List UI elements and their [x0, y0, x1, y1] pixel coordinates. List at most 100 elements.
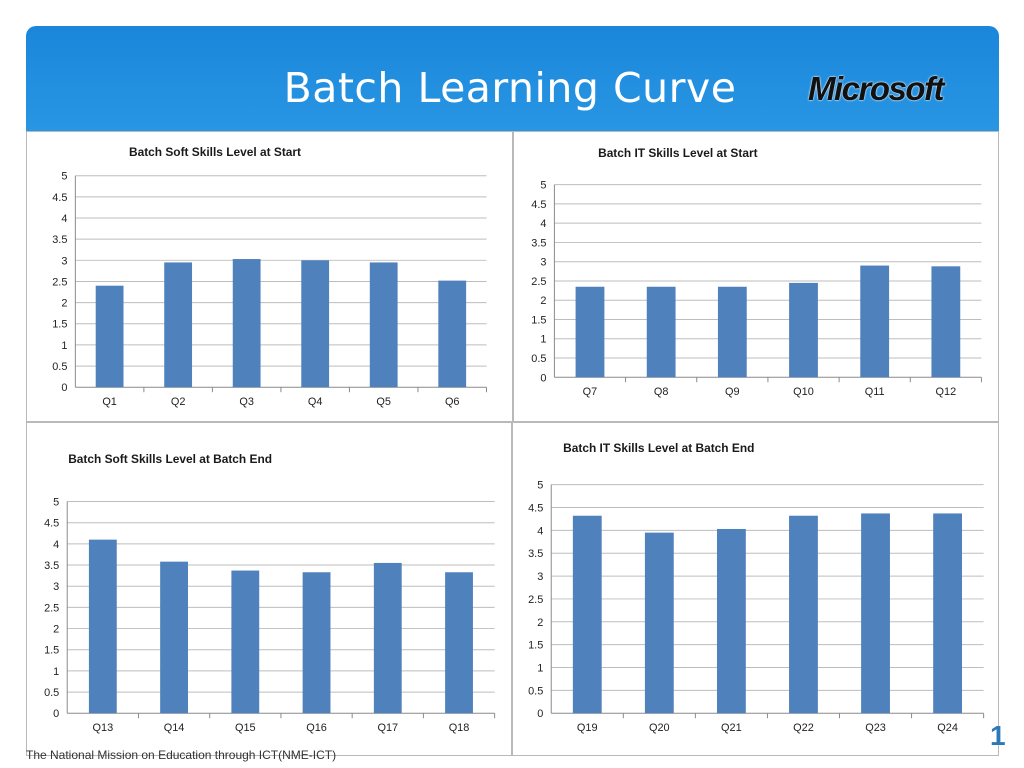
x-tick-label: Q21 [721, 722, 742, 734]
y-tick-label: 3 [61, 255, 67, 267]
y-tick-label: 4 [540, 218, 546, 230]
y-tick-label: 0 [537, 708, 543, 720]
y-tick-label: 2.5 [531, 276, 546, 288]
x-tick-label: Q1 [102, 396, 117, 408]
bar-q1 [95, 285, 124, 388]
x-tick-label: Q15 [235, 722, 256, 734]
chart-svg: Batch IT Skills Level at Start 0 0.5 1 1.5 2 2… [531, 146, 982, 398]
x-tick-label: Q20 [649, 722, 670, 734]
bar-q11 [860, 265, 890, 378]
chart-it-skills-end: Batch IT Skills Level at Batch End 0 0.5 1 1… [512, 422, 999, 756]
bar-q3 [232, 259, 261, 388]
y-tick-label: 3 [537, 571, 543, 583]
chart-svg: Batch IT Skills Level at Batch End 0 0.5 1 1… [528, 441, 985, 734]
y-tick-label: 1.5 [44, 645, 59, 657]
chart-svg: Batch Soft Skills Level at Batch End 0 0.5… [44, 452, 496, 734]
x-tick-label: Q22 [793, 722, 814, 734]
bar-q7 [575, 286, 605, 378]
x-tick-label: Q6 [445, 396, 460, 408]
y-tick-label: 1.5 [52, 319, 67, 331]
y-tick-label: 1.5 [528, 640, 543, 652]
y-tick-label: 5 [537, 480, 543, 492]
bar-q4 [301, 260, 330, 388]
footer-decoration: 1 [990, 720, 1006, 751]
bar-q21 [716, 528, 746, 714]
y-tick-label: 4 [53, 539, 59, 551]
bar-q9 [717, 286, 747, 378]
bar-q2 [164, 262, 193, 388]
y-tick-label: 3.5 [52, 234, 67, 246]
footer-text: The National Mission on Education throug… [26, 748, 337, 762]
bar-q14 [160, 561, 188, 714]
x-tick-label: Q13 [93, 722, 114, 734]
y-tick-label: 1 [61, 340, 67, 352]
x-tick-label: Q8 [654, 386, 669, 398]
bar-q6 [438, 280, 467, 388]
x-tick-label: Q7 [583, 386, 598, 398]
chart-svg: Batch Soft Skills Level at Start 0 0.5 1 1.5… [52, 145, 487, 408]
bar-q24 [933, 513, 963, 714]
y-tick-label: 2.5 [52, 276, 67, 288]
y-tick-label: 0.5 [528, 685, 543, 697]
bar-q13 [88, 539, 117, 714]
bar-q12 [931, 266, 961, 378]
x-tick-label: Q10 [793, 386, 814, 398]
x-tick-label: Q9 [725, 386, 740, 398]
y-tick-label: 3 [540, 257, 546, 269]
bar-q22 [789, 515, 818, 714]
chart-title: Batch Soft Skills Level at Start [129, 145, 301, 159]
y-tick-label: 3 [53, 581, 59, 593]
y-tick-label: 5 [61, 171, 67, 183]
x-tick-label: Q11 [865, 386, 885, 398]
x-tick-label: Q18 [449, 722, 470, 734]
y-tick-label: 2 [537, 617, 543, 629]
chart-soft-skills-start: Batch Soft Skills Level at Start 0 0.5 1 1.5… [26, 131, 513, 422]
y-tick-label: 4.5 [44, 518, 59, 530]
y-tick-label: 4 [61, 213, 67, 225]
bar-q5 [369, 262, 398, 388]
y-tick-label: 5 [540, 180, 546, 192]
bar-q20 [644, 532, 674, 714]
y-tick-label: 0 [53, 708, 59, 720]
x-tick-label: Q4 [308, 396, 323, 408]
microsoft-logo: Microsoft [808, 70, 945, 107]
y-tick-label: 3.5 [531, 237, 546, 249]
x-tick-label: Q19 [577, 722, 598, 734]
bar-q15 [231, 570, 260, 714]
y-tick-label: 1 [53, 666, 59, 678]
y-tick-label: 0.5 [44, 687, 59, 699]
y-tick-label: 2.5 [44, 602, 59, 614]
chart-title: Batch IT Skills Level at Start [598, 146, 758, 160]
y-tick-label: 4 [537, 525, 543, 537]
y-tick-label: 1.5 [531, 314, 546, 326]
x-tick-label: Q3 [239, 396, 254, 408]
y-tick-label: 1 [537, 663, 543, 675]
x-tick-label: Q23 [865, 722, 886, 734]
y-tick-label: 0.5 [531, 353, 546, 365]
y-tick-label: 2 [61, 298, 67, 310]
y-tick-label: 3.5 [528, 548, 543, 560]
y-tick-label: 4.5 [52, 192, 67, 204]
chart-title: Batch Soft Skills Level at Batch End [68, 452, 272, 466]
y-tick-label: 2.5 [528, 594, 543, 606]
y-tick-label: 2 [53, 624, 59, 636]
bar-q23 [861, 513, 890, 714]
y-tick-label: 0 [540, 372, 546, 384]
y-tick-label: 2 [540, 295, 546, 307]
y-tick-label: 4.5 [528, 502, 543, 514]
chart-soft-skills-end: Batch Soft Skills Level at Batch End 0 0.5… [26, 422, 512, 756]
bar-q8 [646, 286, 676, 378]
x-tick-label: Q14 [164, 722, 185, 734]
x-tick-label: Q16 [306, 722, 327, 734]
slide-title: Batch Learning Curve [283, 64, 737, 112]
bar-q10 [789, 282, 818, 378]
x-tick-label: Q2 [171, 396, 186, 408]
y-tick-label: 0 [61, 382, 67, 394]
chart-title: Batch IT Skills Level at Batch End [563, 441, 754, 455]
x-tick-label: Q17 [377, 722, 398, 734]
y-tick-label: 3.5 [44, 560, 59, 572]
chart-it-skills-start: Batch IT Skills Level at Start 0 0.5 1 1.5 2 2… [513, 131, 999, 422]
y-tick-label: 1 [540, 334, 546, 346]
x-tick-label: Q5 [376, 396, 391, 408]
y-tick-label: 0.5 [52, 361, 67, 373]
